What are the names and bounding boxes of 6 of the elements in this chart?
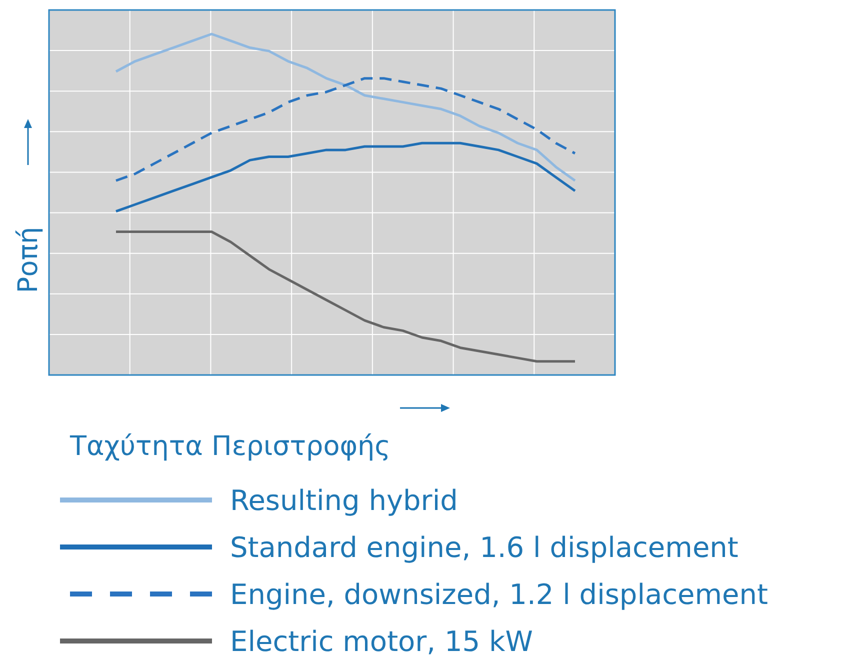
legend-label: Electric motor, 15 kW bbox=[230, 625, 533, 658]
legend-label: Standard engine, 1.6 l displacement bbox=[230, 531, 738, 564]
legend-label: Resulting hybrid bbox=[230, 484, 458, 517]
x-axis-title: Ταχύτητα Περιστροφής bbox=[69, 431, 390, 462]
legend-label: Engine, downsized, 1.2 l displacement bbox=[230, 578, 768, 611]
y-axis-title: Ροπή bbox=[13, 226, 44, 294]
